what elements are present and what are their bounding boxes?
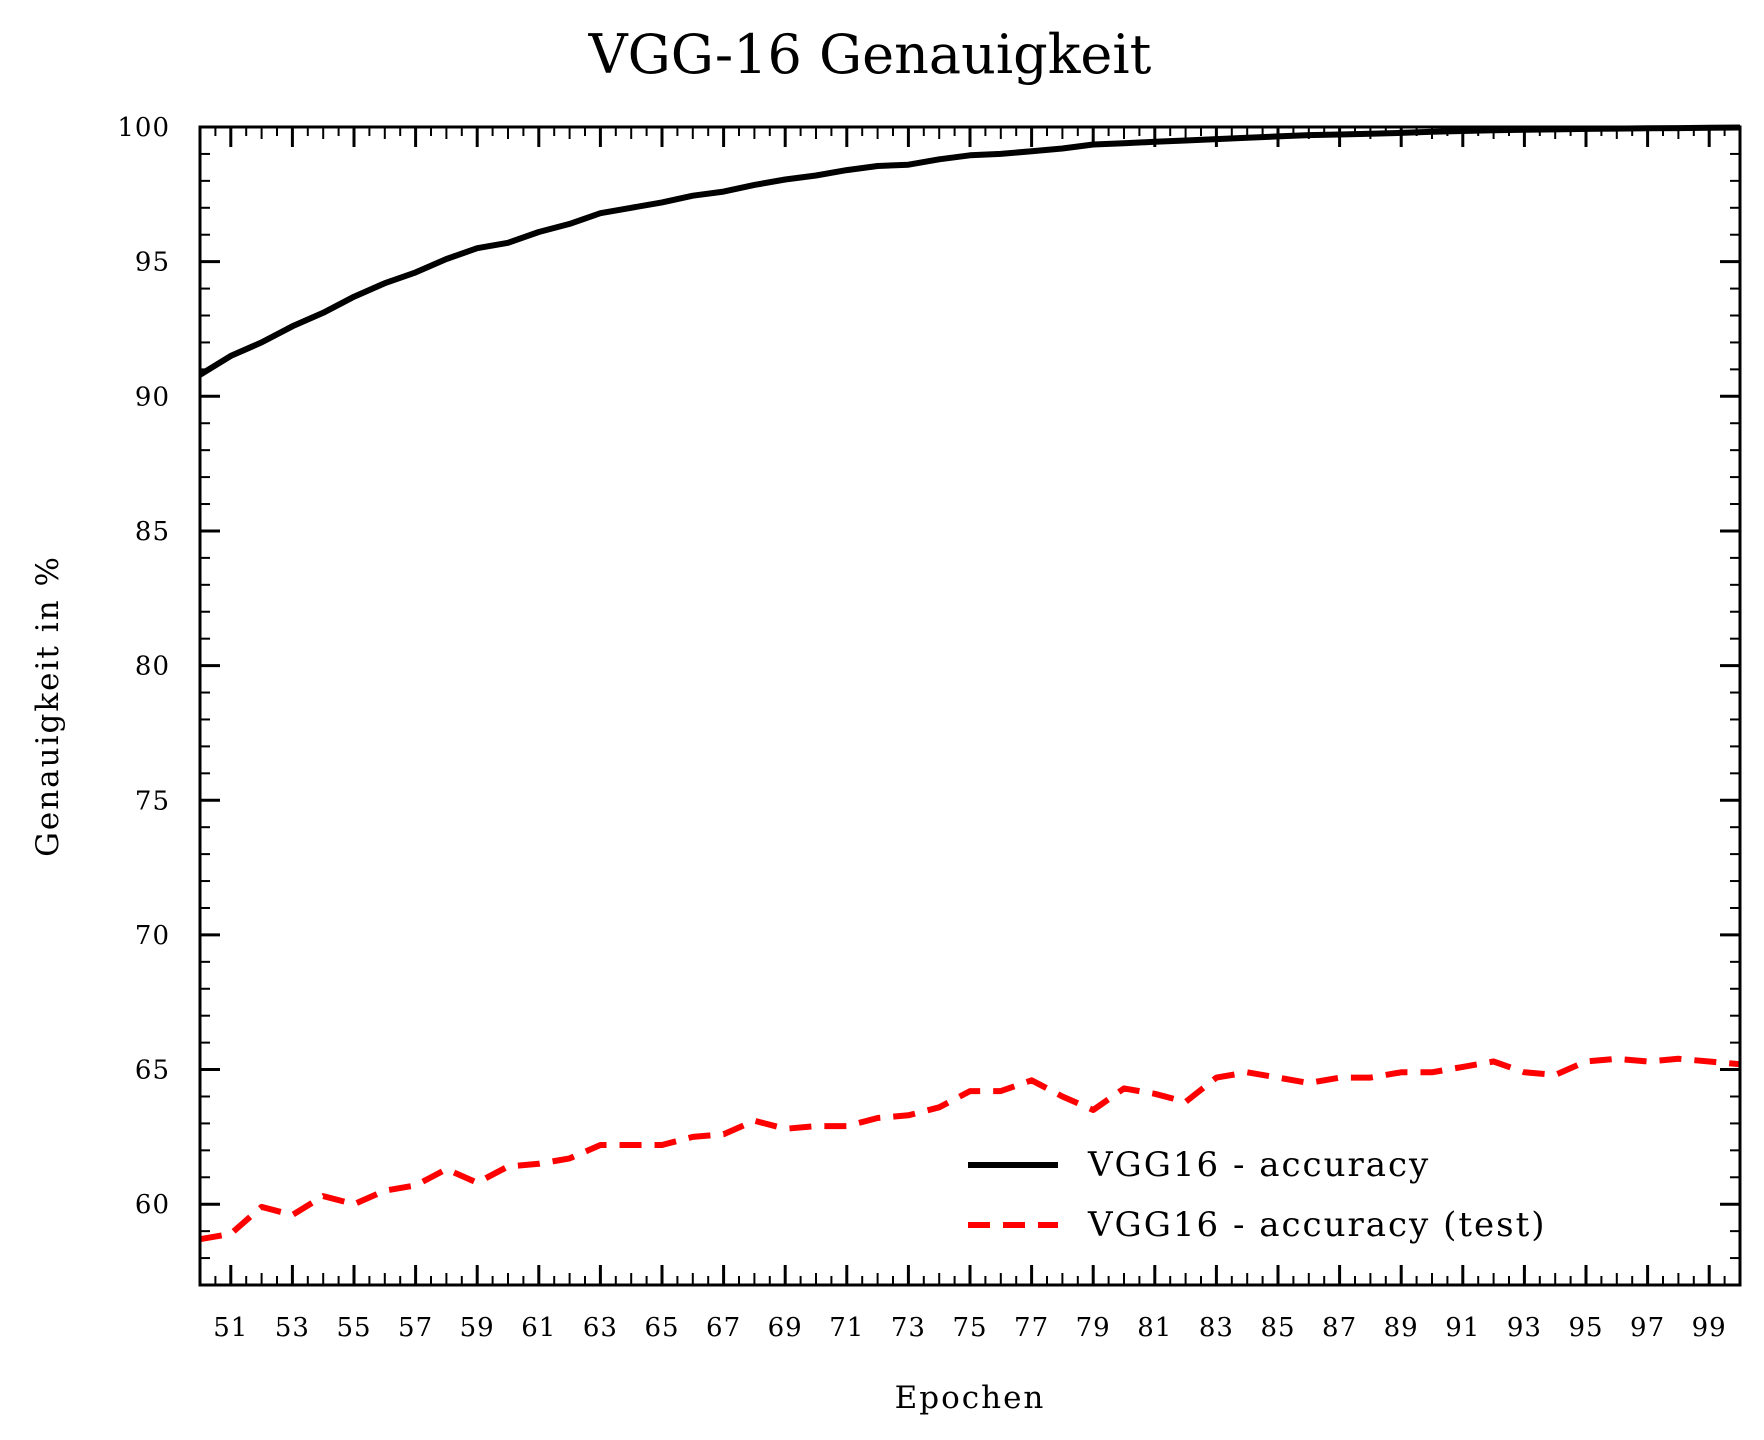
x-tick-label: 61	[521, 1313, 556, 1343]
x-tick-label: 97	[1630, 1313, 1665, 1343]
plot-frame	[198, 125, 1742, 1287]
series-lines	[198, 124, 1741, 1243]
x-tick-label: 87	[1322, 1313, 1357, 1343]
x-tick-label: 55	[336, 1313, 371, 1343]
x-tick-label: 91	[1445, 1313, 1480, 1343]
x-tick-label: 85	[1260, 1313, 1295, 1343]
legend-label-accuracy: VGG16 - accuracy	[1087, 1145, 1430, 1185]
x-tick-label: 67	[706, 1313, 741, 1343]
y-tick-label: 75	[135, 786, 170, 816]
x-tick-label: 65	[644, 1313, 679, 1343]
x-tick-label: 77	[1014, 1313, 1049, 1343]
x-tick-label: 75	[952, 1313, 987, 1343]
x-tick-label: 53	[275, 1313, 310, 1343]
x-axis-label: Epochen	[895, 1380, 1046, 1416]
series-line-accuracy	[198, 124, 1741, 378]
x-tick-label: 51	[213, 1313, 248, 1343]
y-tick-label: 80	[135, 652, 170, 682]
x-tick-labels: 51 53 55 57 59 61 63 65 67 69 71 73 75 77 79 81 83 85 87 89…	[213, 1313, 1727, 1343]
y-tick-labels: 60 65 70 75 80 85 90 95 100	[117, 113, 170, 1220]
x-tick-label: 95	[1568, 1313, 1603, 1343]
x-tick-label: 57	[398, 1313, 433, 1343]
x-tick-label: 69	[768, 1313, 803, 1343]
chart-title: VGG-16 Genauigkeit	[588, 23, 1152, 86]
x-tick-label: 93	[1507, 1313, 1542, 1343]
legend-label-accuracy-test: VGG16 - accuracy (test)	[1087, 1205, 1547, 1245]
axis-ticks	[199, 125, 1741, 1286]
y-tick-label: 70	[135, 921, 170, 951]
y-axis-label: Genauigkeit in %	[30, 555, 66, 857]
x-tick-label: 99	[1692, 1313, 1727, 1343]
y-tick-label: 60	[135, 1190, 170, 1220]
x-tick-label: 63	[583, 1313, 618, 1343]
x-tick-label: 89	[1384, 1313, 1419, 1343]
y-tick-label: 65	[135, 1056, 170, 1086]
y-tick-label: 100	[117, 113, 170, 143]
y-tick-label: 90	[135, 382, 170, 412]
legend: VGG16 - accuracy VGG16 - accuracy (test)	[968, 1145, 1547, 1245]
x-tick-label: 81	[1137, 1313, 1172, 1343]
x-tick-label: 71	[829, 1313, 864, 1343]
y-tick-label: 95	[135, 248, 170, 278]
x-tick-label: 83	[1199, 1313, 1234, 1343]
series-line-accuracy-test	[199, 1055, 1741, 1243]
x-tick-label: 59	[460, 1313, 495, 1343]
x-tick-label: 79	[1076, 1313, 1111, 1343]
x-tick-label: 73	[891, 1313, 926, 1343]
y-tick-label: 85	[135, 517, 170, 547]
